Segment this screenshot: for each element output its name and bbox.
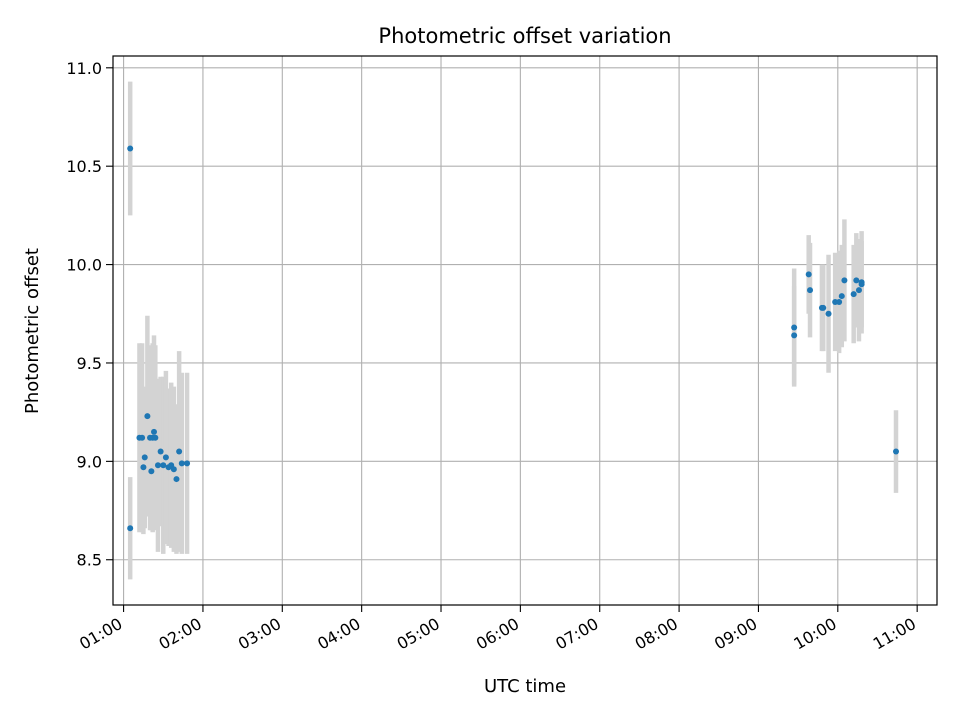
plot-area [113, 56, 937, 605]
data-point [892, 448, 899, 455]
data-point [160, 462, 167, 469]
data-point [820, 304, 827, 311]
data-point [148, 468, 155, 475]
data-point [139, 434, 146, 441]
data-point [144, 413, 151, 420]
data-point [127, 525, 134, 532]
data-point [825, 310, 832, 317]
data-point [176, 448, 183, 455]
data-point [838, 293, 845, 300]
data-point [853, 277, 860, 284]
data-point [140, 464, 147, 471]
data-point [855, 287, 862, 294]
data-point [152, 434, 159, 441]
data-point [807, 287, 814, 294]
data-point [184, 460, 191, 467]
y-tick-label: 9.5 [77, 354, 102, 373]
y-tick-label: 10.0 [66, 256, 102, 275]
data-point [170, 466, 177, 473]
y-axis-ticks: 8.5 9.0 9.5 10.0 10.5 11.0 [66, 59, 113, 570]
data-point [850, 291, 857, 298]
data-points [127, 145, 899, 532]
data-point [154, 462, 161, 469]
data-point [791, 324, 798, 331]
y-tick-label: 9.0 [77, 452, 102, 471]
data-point [791, 332, 798, 339]
data-point [858, 281, 865, 288]
data-point [173, 476, 180, 483]
data-point [157, 448, 164, 455]
data-point [841, 277, 848, 284]
y-axis-label: Photometric offset [22, 248, 43, 414]
data-point [836, 298, 843, 305]
chart-title: Photometric offset variation [378, 24, 671, 48]
data-point [805, 271, 812, 278]
data-point [141, 454, 148, 461]
y-tick-label: 11.0 [66, 59, 102, 78]
data-point [151, 428, 158, 435]
data-point [127, 145, 134, 152]
data-point [162, 454, 169, 461]
data-point [178, 460, 185, 467]
y-tick-label: 10.5 [66, 157, 102, 176]
x-axis-label: UTC time [484, 676, 566, 697]
plot-frame [112, 55, 938, 606]
y-tick-label: 8.5 [77, 551, 102, 570]
